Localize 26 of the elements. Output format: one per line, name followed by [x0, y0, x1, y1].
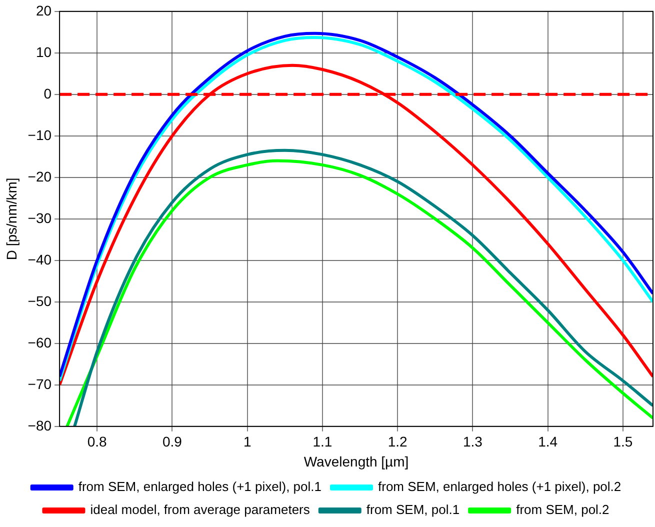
- x-tick-label: 0.9: [162, 434, 182, 450]
- y-tick-label: −80: [28, 417, 52, 434]
- y-tick-label: −40: [28, 251, 52, 268]
- x-tick-label: 1.3: [462, 434, 483, 450]
- y-tick-label: −60: [28, 334, 52, 350]
- y-axis-title: D [ps/nm/km]: [3, 178, 20, 260]
- y-tick-label: −70: [28, 376, 52, 392]
- y-tick-label: 10: [36, 44, 52, 60]
- x-tick-label: 1: [243, 434, 252, 450]
- y-tick-label: −30: [28, 210, 52, 226]
- legend-label: from SEM, pol.2: [516, 502, 610, 518]
- y-tick-label: 0: [44, 85, 52, 102]
- x-axis-title: Wavelength [µm]: [304, 453, 409, 470]
- y-tick-label: 20: [36, 2, 52, 18]
- legend-label: ideal model, from average parameters: [90, 502, 310, 518]
- legend-label: from SEM, enlarged holes (+1 pixel), pol.2: [378, 479, 622, 494]
- x-tick-label: 1.2: [388, 434, 408, 450]
- y-tick-label: −20: [28, 168, 52, 184]
- y-tick-label: −50: [28, 292, 52, 309]
- y-tick-label: −10: [28, 126, 52, 143]
- legend-label: from SEM, enlarged holes (+1 pixel), pol.1: [78, 479, 322, 494]
- x-tick-label: 0.8: [87, 434, 108, 450]
- x-tick-label: 1.5: [613, 434, 633, 450]
- x-tick-label: 1.4: [538, 434, 558, 450]
- legend-label: from SEM, pol.1: [366, 502, 460, 518]
- x-tick-label: 1.1: [312, 434, 332, 450]
